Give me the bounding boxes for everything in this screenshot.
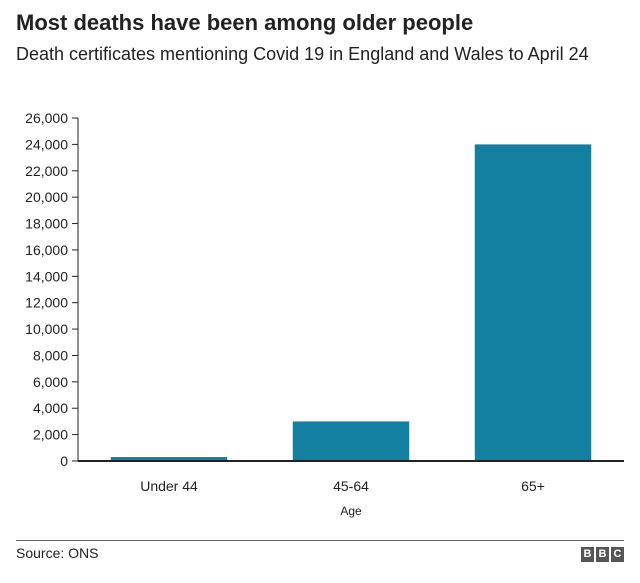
y-tick-label: 22,000 xyxy=(25,163,68,179)
x-axis-title: Age xyxy=(340,504,362,518)
chart-subtitle: Death certificates mentioning Covid 19 i… xyxy=(16,44,589,64)
logo-letter: B xyxy=(596,547,609,562)
chart-title: Most deaths have been among older people xyxy=(16,10,474,35)
y-tick-label: 6,000 xyxy=(33,374,68,390)
bar-chart: 0 2,000 4,000 6,000 8,000 10,000 12,000 14,000 1… xyxy=(25,110,624,518)
y-tick-label: 18,000 xyxy=(25,216,68,232)
logo-letter: B xyxy=(581,547,594,562)
y-axis-ticks: 0 2,000 4,000 6,000 8,000 10,000 12,000 14,000 1… xyxy=(25,110,78,469)
y-tick-label: 10,000 xyxy=(25,321,68,337)
y-tick-label: 26,000 xyxy=(25,110,68,126)
y-tick-label: 20,000 xyxy=(25,189,68,205)
y-tick-label: 14,000 xyxy=(25,268,68,284)
bar xyxy=(474,144,592,461)
y-tick-label: 8,000 xyxy=(33,347,68,363)
y-tick-label: 16,000 xyxy=(25,242,68,258)
x-tick-label: 45-64 xyxy=(333,478,369,494)
footer-divider xyxy=(16,540,624,541)
x-tick-label: Under 44 xyxy=(140,478,198,494)
source-note: Source: ONS xyxy=(16,545,99,561)
x-tick-label: 65+ xyxy=(521,478,545,494)
bbc-logo: B B C xyxy=(581,547,624,562)
x-axis-ticks: Under 44 45-64 65+ xyxy=(140,478,545,494)
bar xyxy=(110,457,228,461)
bar xyxy=(292,421,410,461)
y-tick-label: 12,000 xyxy=(25,295,68,311)
y-tick-label: 2,000 xyxy=(33,427,68,443)
y-tick-label: 24,000 xyxy=(25,136,68,152)
logo-letter: C xyxy=(611,547,624,562)
bars xyxy=(110,144,592,461)
y-tick-label: 4,000 xyxy=(33,400,68,416)
y-tick-label: 0 xyxy=(60,453,68,469)
